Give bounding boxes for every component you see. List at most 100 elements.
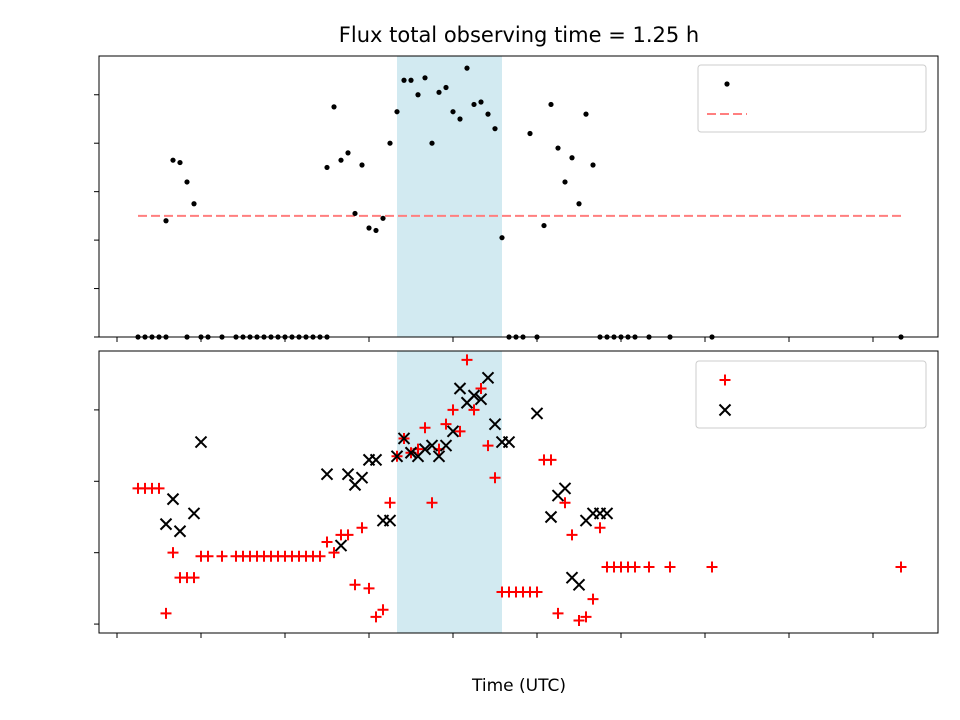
chart-title: Flux total observing time = 1.25 h: [339, 23, 699, 47]
matched-star-marker: [719, 374, 731, 386]
measurement-point: [499, 235, 505, 241]
measurement-point: [541, 222, 547, 229]
measurement-point: [387, 140, 393, 146]
predicted-star-marker: [397, 432, 411, 445]
matched-star-marker: [321, 536, 333, 548]
predicted-star-marker: [418, 442, 432, 456]
matched-star-marker: [475, 382, 487, 394]
bottom-panel: [94, 350, 939, 638]
measurement-point: [170, 157, 176, 163]
measurement-point: [555, 145, 561, 151]
matched-star-marker: [447, 404, 459, 416]
predicted-star-marker: [383, 514, 397, 527]
matched-star-marker: [706, 561, 718, 573]
measurement-point: [471, 101, 477, 108]
predicted-star-marker: [544, 510, 558, 524]
measurement-point: [576, 201, 582, 207]
matched-star-marker: [531, 586, 543, 598]
predicted-star-marker: [355, 471, 369, 484]
predicted-star-marker: [718, 403, 732, 417]
legend: [695, 360, 927, 429]
matched-star-marker: [468, 404, 480, 416]
measurement-point: [352, 210, 358, 217]
matched-star-marker: [167, 547, 179, 559]
matched-star-marker: [426, 497, 438, 509]
measurement-point: [408, 77, 414, 83]
measurement-point: [457, 116, 463, 122]
predicted-star-marker: [558, 482, 572, 495]
predicted-star-marker: [453, 382, 467, 395]
matched-star-marker: [454, 425, 466, 437]
predicted-star-marker: [173, 525, 187, 538]
matched-star-marker: [370, 611, 382, 623]
measurement-point: [331, 104, 337, 110]
matched-star-marker: [482, 440, 494, 452]
measurement-point: [436, 89, 442, 95]
matched-star-marker: [342, 529, 354, 541]
predicted-star-marker: [502, 435, 516, 449]
measurement-point: [184, 179, 190, 185]
matched-star-marker: [580, 611, 592, 623]
measurement-point: [394, 109, 400, 115]
matched-star-marker: [419, 422, 431, 434]
matched-star-marker: [356, 522, 368, 534]
predicted-star-marker: [600, 507, 614, 520]
measurement-point: [478, 99, 484, 105]
matched-star-marker: [664, 561, 676, 573]
measurement-point: [366, 225, 372, 231]
matched-star-marker: [202, 550, 214, 562]
legend-box: [695, 360, 927, 429]
measurement-point: [338, 157, 344, 163]
measurement-point: [443, 84, 449, 91]
measurement-point: [464, 65, 470, 71]
measurement-point: [590, 162, 596, 168]
measurement-point: [324, 164, 330, 171]
matched-star-marker: [349, 579, 361, 591]
axes-frame: [98, 55, 939, 338]
measurement-point: [401, 77, 407, 83]
matched-star-marker: [153, 482, 165, 494]
predicted-star-marker: [467, 389, 481, 402]
matched-star-marker: [314, 550, 326, 562]
matched-star-marker: [552, 607, 564, 619]
predicted-star-marker: [446, 425, 460, 438]
predicted-star-marker: [530, 407, 544, 420]
measurement-point: [163, 218, 169, 224]
matched-star-marker: [566, 529, 578, 541]
series-predicted-stars: [159, 371, 614, 592]
measurement-point: [373, 227, 379, 234]
matched-star-marker: [188, 572, 200, 584]
matched-star-marker: [643, 561, 655, 573]
measurement-point: [569, 155, 575, 161]
top-panel: [94, 55, 939, 342]
predicted-star-marker: [439, 439, 453, 452]
measurement-point: [485, 111, 491, 117]
measurement-point: [429, 140, 435, 146]
predicted-star-marker: [194, 435, 208, 449]
measurement-point: [450, 109, 456, 115]
predicted-star-marker: [425, 439, 439, 452]
matched-star-marker: [545, 454, 557, 466]
measurement-point: [562, 179, 568, 185]
matched-star-marker: [384, 497, 396, 509]
measurement-point: [345, 150, 351, 156]
observing-window-band: [397, 56, 502, 337]
measurement-point: [527, 130, 533, 137]
matched-star-marker: [363, 582, 375, 594]
observing-window-band: [397, 351, 502, 633]
matched-star-marker: [895, 561, 907, 573]
legend: [697, 64, 927, 133]
predicted-star-marker: [369, 453, 383, 467]
matched-star-marker: [559, 497, 571, 509]
measurement-point: [492, 126, 498, 132]
measurement-point: [422, 75, 428, 81]
predicted-star-marker: [159, 517, 173, 531]
measurement-point: [380, 215, 386, 221]
measurement-point: [177, 159, 183, 166]
predicted-star-marker: [404, 446, 418, 459]
axes-frame: [98, 350, 939, 634]
measurement-point: [191, 201, 197, 207]
matched-star-marker: [216, 550, 228, 562]
predicted-star-marker: [474, 392, 488, 406]
